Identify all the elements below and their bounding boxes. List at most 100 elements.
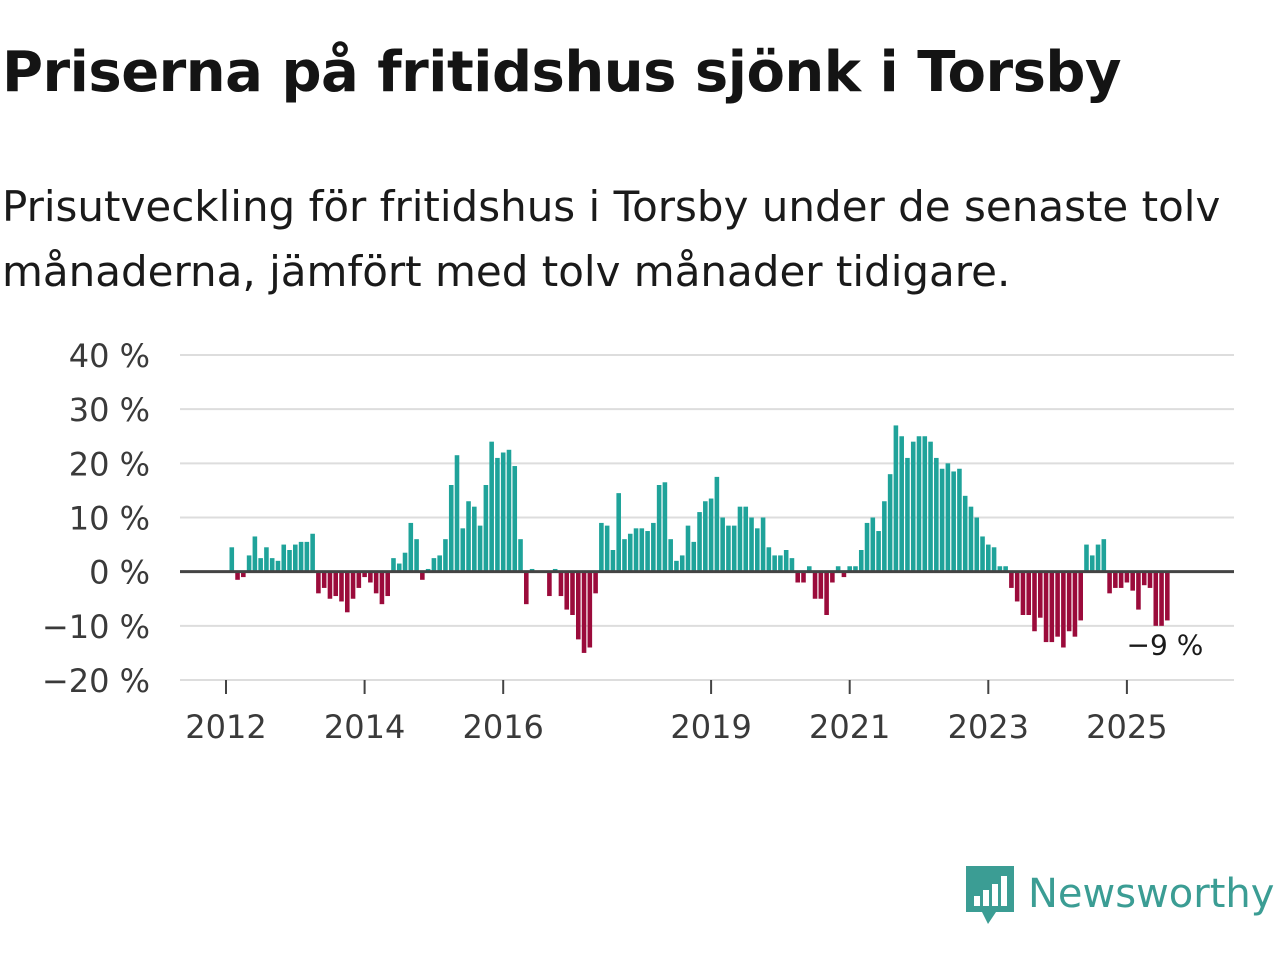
bar xyxy=(939,468,945,572)
bar xyxy=(726,525,731,572)
bar xyxy=(835,566,841,572)
bar xyxy=(1032,571,1037,632)
bar xyxy=(235,571,240,580)
annotations: −9 % xyxy=(1127,628,1204,661)
bar xyxy=(1072,571,1078,637)
bar xyxy=(870,517,876,572)
x-tick-label: 2023 xyxy=(948,708,1029,746)
bar xyxy=(483,485,489,572)
bar xyxy=(581,571,587,653)
bar xyxy=(333,571,339,597)
bar xyxy=(472,506,477,572)
bar xyxy=(755,528,760,572)
bar xyxy=(506,449,512,572)
bar xyxy=(524,571,529,605)
bar xyxy=(651,522,656,572)
bar xyxy=(858,550,864,572)
bar xyxy=(246,555,252,572)
bar xyxy=(1049,571,1055,643)
bar xyxy=(772,555,777,572)
bar xyxy=(1078,571,1083,621)
bar xyxy=(1055,571,1060,637)
bar xyxy=(864,522,870,572)
bar xyxy=(1141,571,1147,586)
x-tick-label: 2025 xyxy=(1086,708,1167,746)
bar xyxy=(396,563,402,572)
bar xyxy=(986,544,991,572)
chart-subtitle: Prisutveckling för fritidshus i Torsby u… xyxy=(2,182,1221,296)
bar xyxy=(830,571,835,583)
bar xyxy=(691,541,697,572)
bar xyxy=(241,571,246,578)
bar xyxy=(281,544,287,572)
bar xyxy=(547,571,552,597)
bar xyxy=(1153,571,1159,626)
bar xyxy=(766,547,772,572)
bar xyxy=(252,536,258,572)
y-tick-label: 20 % xyxy=(69,445,150,483)
x-axis: 2012 2014 2016 2019 2021 2023 2025 xyxy=(185,680,1168,746)
bar xyxy=(876,531,881,572)
bar xyxy=(500,452,506,572)
bar xyxy=(408,522,414,572)
bar xyxy=(454,455,460,572)
bar xyxy=(518,539,523,572)
bar xyxy=(339,571,344,602)
bar xyxy=(1118,571,1124,588)
bar xyxy=(656,485,662,572)
bar xyxy=(633,528,639,572)
bar xyxy=(806,566,812,572)
bar xyxy=(749,517,754,572)
bar xyxy=(558,571,564,597)
bar xyxy=(414,539,419,572)
bar xyxy=(610,550,616,572)
bar xyxy=(928,441,933,572)
bar xyxy=(783,550,789,572)
bar xyxy=(974,517,980,572)
bar xyxy=(905,457,910,572)
brand: Newsworthy xyxy=(964,862,1274,926)
bar xyxy=(287,550,292,572)
x-tick-label: 2021 xyxy=(809,708,890,746)
bar xyxy=(1026,571,1032,615)
bar xyxy=(616,493,621,572)
bar xyxy=(812,571,818,599)
bar xyxy=(1037,571,1043,618)
bar xyxy=(1113,571,1118,588)
bar xyxy=(760,517,766,572)
bar xyxy=(627,533,633,572)
bar xyxy=(379,571,385,605)
bar xyxy=(275,560,281,572)
bar xyxy=(316,571,321,594)
bar xyxy=(420,571,425,580)
bars xyxy=(229,425,1170,653)
bar xyxy=(789,558,795,572)
bar xyxy=(622,539,627,572)
bar xyxy=(391,558,396,572)
bar xyxy=(1165,571,1170,621)
bar xyxy=(304,541,310,572)
bar xyxy=(1159,571,1164,626)
grid-lines xyxy=(180,354,1234,681)
bar xyxy=(1124,571,1130,583)
y-tick-label: −10 % xyxy=(42,608,150,646)
bar xyxy=(778,555,783,572)
bar xyxy=(731,525,737,572)
y-tick-label: 10 % xyxy=(69,500,150,538)
bar xyxy=(1101,539,1107,572)
bar xyxy=(443,539,448,572)
bar xyxy=(841,571,847,578)
bar xyxy=(720,517,725,572)
y-axis: −20 % −10 % 0 % 10 % 20 % 30 % 40 % xyxy=(42,337,150,700)
bar xyxy=(824,571,829,615)
bar xyxy=(321,571,327,588)
bar xyxy=(564,571,570,610)
bar xyxy=(1066,571,1072,632)
x-tick-label: 2012 xyxy=(185,708,266,746)
bar xyxy=(962,495,968,572)
bar xyxy=(269,558,275,572)
brand-name: Newsworthy xyxy=(1028,871,1275,917)
bar xyxy=(466,501,471,572)
bar xyxy=(1003,566,1008,572)
x-tick-label: 2016 xyxy=(462,708,543,746)
